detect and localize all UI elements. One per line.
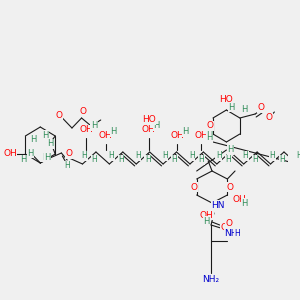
Text: H: H [42, 152, 48, 161]
Text: OH: OH [99, 131, 112, 140]
Text: H: H [227, 146, 233, 154]
Text: H: H [82, 152, 87, 160]
Text: H: H [44, 154, 51, 163]
Text: H: H [110, 128, 116, 136]
Text: H: H [20, 155, 27, 164]
Text: HN: HN [211, 200, 224, 209]
Text: O: O [227, 182, 234, 191]
Text: H: H [226, 155, 231, 164]
Text: OH: OH [232, 194, 246, 203]
Text: H: H [30, 136, 36, 145]
Text: OH: OH [171, 131, 184, 140]
Text: OH: OH [195, 131, 208, 140]
Text: H: H [242, 106, 248, 115]
Text: H: H [243, 152, 248, 160]
Text: H: H [216, 152, 222, 160]
Text: NH₂: NH₂ [202, 275, 220, 284]
Text: H: H [279, 155, 285, 164]
Text: H: H [47, 140, 54, 148]
Text: H: H [135, 152, 141, 160]
Text: H: H [91, 122, 97, 130]
Text: O: O [265, 113, 272, 122]
Text: H: H [199, 155, 204, 164]
Text: OH: OH [3, 149, 17, 158]
Text: H: H [234, 229, 240, 238]
Text: H: H [182, 128, 188, 136]
Text: H: H [242, 199, 248, 208]
Text: H: H [189, 152, 195, 160]
Text: O: O [66, 149, 73, 158]
Text: H: H [108, 152, 114, 160]
Text: O: O [207, 122, 214, 130]
Text: OH: OH [200, 211, 213, 220]
Text: HO: HO [220, 95, 233, 104]
Text: H: H [228, 103, 234, 112]
Text: OH: OH [142, 125, 156, 134]
Text: H: H [118, 155, 124, 164]
Text: H: H [64, 161, 70, 170]
Text: OH: OH [80, 125, 93, 134]
Text: H: H [203, 217, 209, 226]
Text: O: O [56, 110, 63, 119]
Text: H: H [206, 128, 212, 136]
Text: H: H [270, 152, 275, 160]
Text: HO: HO [142, 116, 156, 124]
Text: O: O [257, 103, 265, 112]
Text: H: H [42, 130, 48, 140]
Text: H: H [252, 155, 258, 164]
Text: H: H [28, 148, 34, 158]
Text: H: H [296, 152, 300, 160]
Text: O: O [190, 182, 197, 191]
Text: H: H [206, 134, 212, 142]
Text: O: O [220, 223, 227, 232]
Text: H: H [91, 155, 97, 164]
Text: O: O [226, 218, 233, 227]
Text: H: H [172, 155, 178, 164]
Text: NH: NH [224, 229, 238, 238]
Text: H: H [153, 122, 160, 130]
Text: H: H [145, 155, 151, 164]
Text: H: H [162, 152, 168, 160]
Text: O: O [80, 107, 87, 116]
